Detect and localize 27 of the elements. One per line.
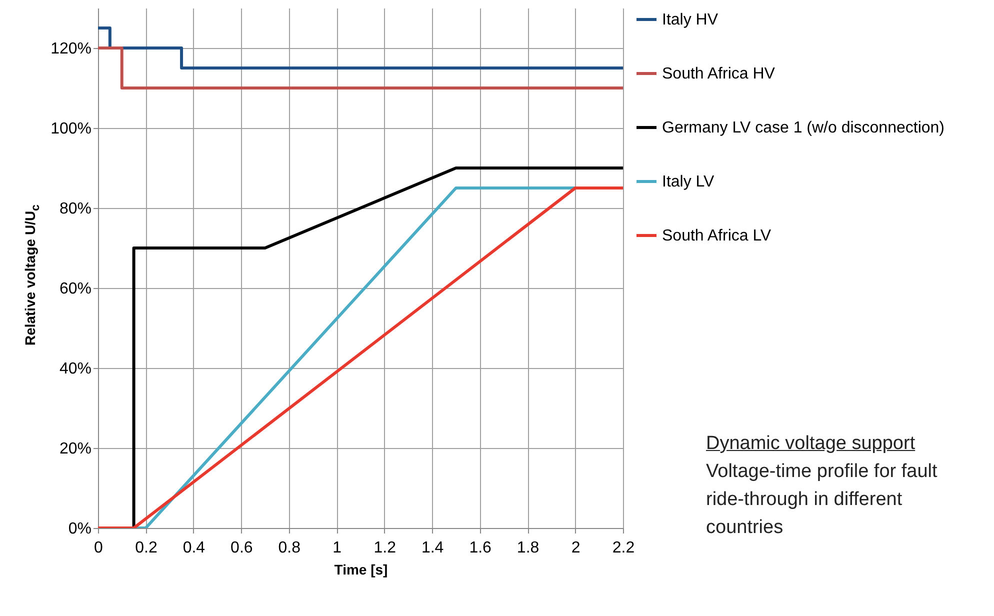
- y-tick-label: 80%: [59, 200, 92, 218]
- y-tick-label: 0%: [68, 520, 92, 538]
- text: Voltage-time profile for fault ride-through in different countries: [706, 460, 938, 540]
- x-tick-label: 2: [571, 540, 580, 556]
- legend-label: Italy LV: [662, 174, 714, 190]
- x-tick-label: 2.2: [612, 540, 635, 556]
- legend-label: South Africa HV: [662, 66, 776, 82]
- x-axis-title: Time [s]: [334, 562, 388, 578]
- y-tick-label: 40%: [59, 360, 92, 378]
- legend-label: Italy HV: [662, 12, 718, 28]
- x-tick-label: 1.4: [421, 540, 444, 556]
- y-tick-label: 20%: [59, 440, 92, 458]
- x-tick-label: 1.6: [469, 540, 492, 556]
- x-tick-label: 1.8: [516, 540, 540, 556]
- y-tick-label: 120%: [50, 40, 92, 58]
- y-tick-label: 100%: [50, 120, 92, 138]
- legend-label: South Africa LV: [662, 228, 772, 244]
- x-tick-label: 0.2: [135, 540, 158, 556]
- y-tick-label: 60%: [59, 280, 92, 298]
- x-tick-label: 1.2: [374, 540, 396, 556]
- x-tick-label: 0.8: [278, 540, 301, 556]
- x-tick-label: 0.4: [182, 540, 206, 556]
- x-tick-label: 0: [94, 540, 104, 556]
- x-tick-label: 1: [332, 540, 342, 556]
- legend-label: Germany LV case 1 (w/o disconnection): [662, 120, 944, 136]
- text: Dynamic voltage support: [706, 432, 916, 456]
- x-tick-label: 0.6: [230, 540, 253, 556]
